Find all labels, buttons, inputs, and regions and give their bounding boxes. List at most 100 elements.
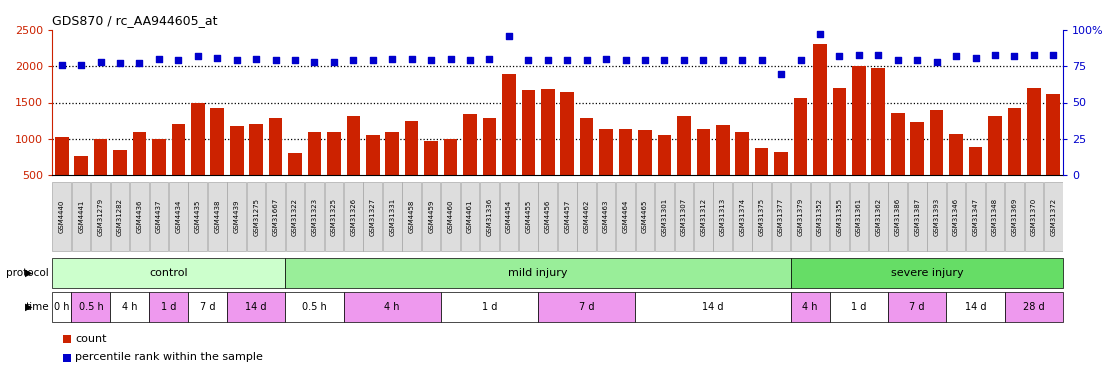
Point — [53, 62, 71, 68]
Bar — [188, 292, 227, 322]
Bar — [597, 182, 615, 251]
Text: GSM31326: GSM31326 — [350, 197, 357, 236]
Point — [92, 59, 110, 65]
Point — [1025, 52, 1043, 57]
Text: mild injury: mild injury — [509, 268, 567, 278]
Bar — [714, 182, 732, 251]
Text: GSM31346: GSM31346 — [953, 197, 960, 236]
Text: ▶: ▶ — [25, 268, 33, 278]
Bar — [424, 141, 438, 211]
Text: GSM31372: GSM31372 — [1050, 197, 1056, 236]
Bar — [286, 182, 305, 251]
Bar — [500, 182, 519, 251]
Point — [363, 57, 381, 63]
Text: GSM31374: GSM31374 — [739, 197, 746, 236]
Point — [656, 57, 674, 63]
Bar — [363, 182, 382, 251]
Bar — [832, 88, 847, 211]
Bar — [946, 182, 965, 251]
Text: count: count — [75, 334, 106, 344]
Bar — [247, 182, 266, 251]
Bar — [383, 182, 401, 251]
Bar — [697, 129, 710, 211]
Text: GSM31313: GSM31313 — [720, 197, 726, 236]
Text: GSM4435: GSM4435 — [195, 200, 201, 233]
Bar — [538, 292, 635, 322]
Text: GSM31377: GSM31377 — [778, 197, 784, 236]
Text: 4 h: 4 h — [802, 302, 818, 312]
Text: GSM4465: GSM4465 — [642, 200, 648, 233]
Point — [247, 56, 265, 62]
Text: GSM31301: GSM31301 — [661, 197, 667, 236]
Text: GSM31327: GSM31327 — [370, 197, 376, 236]
Text: GSM31386: GSM31386 — [895, 197, 901, 236]
Point — [831, 53, 849, 59]
Text: 0 h: 0 h — [54, 302, 70, 312]
Bar — [1027, 88, 1040, 211]
Text: percentile rank within the sample: percentile rank within the sample — [75, 352, 263, 362]
Point — [947, 53, 965, 59]
Text: GSM31379: GSM31379 — [798, 197, 803, 236]
Point — [345, 57, 362, 63]
Bar — [94, 139, 107, 211]
Point — [520, 57, 537, 63]
Bar — [347, 116, 360, 211]
Bar — [52, 182, 71, 251]
Bar — [907, 182, 926, 251]
Bar — [732, 182, 751, 251]
Bar — [188, 182, 207, 251]
Text: GSM31375: GSM31375 — [759, 197, 765, 236]
Point — [189, 53, 207, 59]
Bar — [402, 182, 421, 251]
Text: GSM31370: GSM31370 — [1030, 197, 1037, 236]
Text: GSM4434: GSM4434 — [175, 200, 182, 233]
Bar — [736, 131, 749, 211]
Bar — [266, 182, 285, 251]
Bar — [1025, 182, 1043, 251]
Point — [733, 57, 751, 63]
Bar — [522, 90, 535, 211]
Bar — [502, 74, 515, 211]
Point — [267, 57, 285, 63]
Point — [909, 57, 926, 63]
Point — [170, 57, 187, 63]
Bar — [774, 152, 788, 211]
Bar — [461, 182, 480, 251]
Bar — [655, 182, 674, 251]
Bar — [869, 182, 888, 251]
Bar — [888, 292, 946, 322]
Point — [442, 56, 460, 62]
Bar — [889, 182, 907, 251]
Bar — [52, 258, 285, 288]
Text: severe injury: severe injury — [891, 268, 963, 278]
Bar — [386, 131, 399, 211]
Point — [383, 56, 401, 62]
Bar — [480, 182, 499, 251]
Bar — [74, 156, 88, 211]
Text: 7 d: 7 d — [910, 302, 925, 312]
Point — [1006, 53, 1024, 59]
Bar — [91, 182, 110, 251]
Point — [617, 57, 635, 63]
Text: GSM4460: GSM4460 — [448, 200, 453, 233]
Bar — [852, 66, 865, 211]
Bar — [636, 182, 655, 251]
Bar — [694, 182, 712, 251]
Text: GSM31369: GSM31369 — [1012, 197, 1017, 236]
Point — [695, 57, 712, 63]
Bar — [55, 137, 69, 211]
Text: GSM31279: GSM31279 — [98, 197, 104, 236]
Point — [752, 57, 770, 63]
Text: GSM4438: GSM4438 — [214, 200, 220, 233]
Bar — [927, 182, 946, 251]
Bar — [72, 182, 91, 251]
Bar — [227, 292, 285, 322]
Bar — [579, 119, 594, 211]
Text: GSM31275: GSM31275 — [253, 198, 259, 235]
Text: GSM31312: GSM31312 — [700, 197, 706, 236]
Bar — [208, 182, 227, 251]
Bar — [675, 182, 694, 251]
Bar — [618, 128, 633, 211]
Point — [927, 59, 945, 65]
Bar — [561, 92, 574, 211]
